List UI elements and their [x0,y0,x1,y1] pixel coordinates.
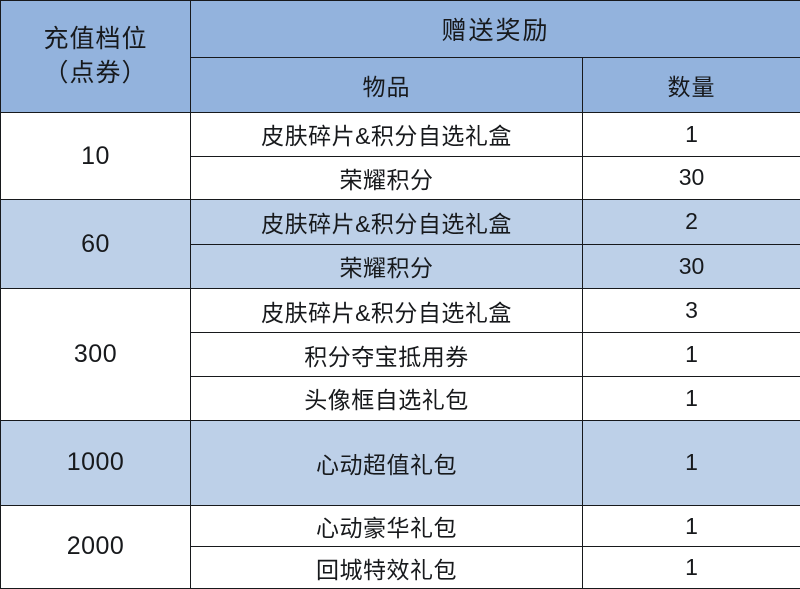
table-row: 2000 心动豪华礼包 1 [0,504,800,589]
quantity-cell: 3 [581,288,800,334]
item-cell: 头像框自选礼包 [190,375,583,421]
header-reward-group: 赠送奖励 [189,0,800,58]
quantity-cell: 1 [581,504,800,548]
item-cell: 皮肤碎片&积分自选礼盒 [190,112,583,157]
quantity-cell: 1 [581,419,800,506]
quantity-cell: 2 [581,199,800,245]
item-cell: 荣耀积分 [190,155,583,201]
table-row: 回城特效礼包 1 [1,546,800,589]
header-tier-line1: 充值档位 [43,24,148,53]
table-body: 10 皮肤碎片&积分自选礼盒 1 荣耀积分 30 60 皮肤碎片&积分自选礼盒 2 荣耀积分 30… [0,111,800,589]
item-cell: 心动豪华礼包 [190,504,583,548]
tier-cell: 10 [0,111,191,201]
header-tier-line2: （点券） [43,58,148,87]
quantity-cell: 30 [581,243,800,290]
table-row: 300 皮肤碎片&积分自选礼盒 3 [0,288,800,421]
header-tier: 充值档位 （点券） [0,0,191,113]
header-row-secondary: 物品 数量 [1,57,800,113]
quantity-cell: 1 [581,332,800,377]
tier-cell: 2000 [0,504,191,589]
item-cell: 皮肤碎片&积分自选礼盒 [190,288,583,334]
header-item: 物品 [190,57,583,113]
item-cell: 皮肤碎片&积分自选礼盒 [190,199,583,245]
item-cell: 积分夺宝抵用券 [190,332,583,377]
table-row: 积分夺宝抵用券 1 [1,332,800,377]
quantity-cell: 30 [581,155,800,201]
quantity-cell: 1 [581,112,800,157]
tier-cell: 300 [0,288,191,421]
header-quantity: 数量 [581,57,800,113]
table-row: 1000 心动超值礼包 1 [0,419,800,506]
table-row: 60 皮肤碎片&积分自选礼盒 2 [0,199,800,290]
item-cell: 荣耀积分 [190,243,583,290]
table-row: 10 皮肤碎片&积分自选礼盒 1 [0,111,800,201]
item-cell: 回城特效礼包 [190,546,583,589]
tier-cell: 60 [0,199,191,290]
item-cell: 心动超值礼包 [190,419,583,506]
tier-cell: 1000 [0,419,191,506]
table-header: 充值档位 （点券） 赠送奖励 物品 数量 [0,0,800,113]
quantity-cell: 1 [581,546,800,589]
header-row-primary: 充值档位 （点券） 赠送奖励 [0,0,800,113]
quantity-cell: 1 [581,375,800,421]
table-row: 荣耀积分 30 [1,243,800,290]
